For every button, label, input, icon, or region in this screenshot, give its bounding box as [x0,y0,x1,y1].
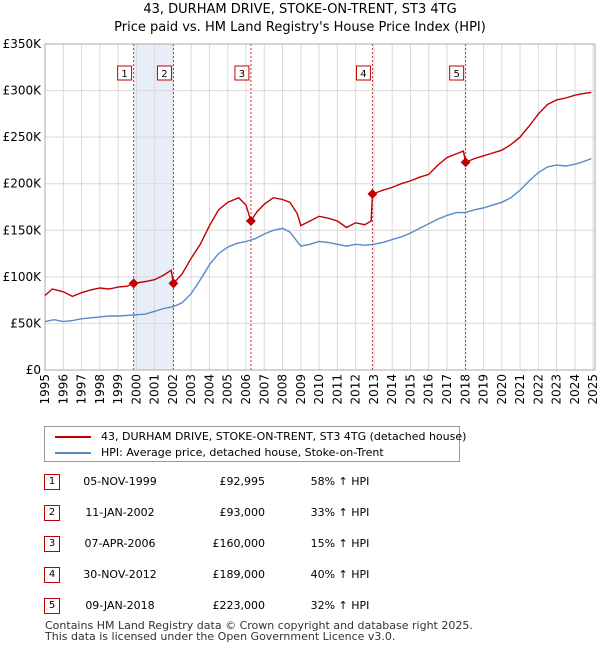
sale-hpi-change: 33% ↑ HPI [310,506,370,519]
sale-hpi-change: 15% ↑ HPI [310,537,370,550]
sale-badge: 4 [44,567,60,583]
sale-band [133,44,174,370]
x-tick-label: 2018 [458,374,472,405]
hpi-line [44,157,592,323]
property-price-line [44,91,592,298]
y-tick-label: £50K [10,316,42,330]
x-tick-label: 1997 [75,374,89,405]
sale-hpi-change: 58% ↑ HPI [310,475,370,488]
legend-swatch-property [55,436,91,438]
sale-hpi-change: 40% ↑ HPI [310,568,370,581]
x-tick-label: 2009 [294,374,308,405]
x-tick-label: 2004 [202,374,216,405]
sale-date: 05-NOV-1999 [83,475,157,488]
sale-number-label: 1 [121,69,127,80]
x-tick-label: 1996 [56,374,70,405]
sale-row: 3 07-APR-2006 £160,000 15% ↑ HPI [0,532,600,556]
sale-badge: 5 [44,598,60,614]
x-tick-label: 1998 [93,374,107,405]
sale-badge: 1 [44,474,60,490]
x-tick-label: 1995 [38,374,52,405]
price-chart: £0 £50K £100K £150K £200K £250K £300K £350K 1995… [3,37,600,405]
y-tick-label: £0 [26,363,41,377]
sale-point [168,278,179,289]
sale-point [245,216,256,226]
sale-number-box [234,65,250,81]
sale-date: 11-JAN-2002 [85,506,155,519]
x-tick-label: 2007 [257,374,271,405]
sale-hpi-change: 32% ↑ HPI [310,599,370,612]
x-tick-label: 2006 [239,374,253,405]
y-tick-label: £300K [3,84,43,98]
x-tick-label: 2020 [495,374,509,405]
y-tick-label: £200K [3,177,43,191]
x-tick-label: 2025 [586,374,600,405]
x-tick-label: 2011 [330,374,344,405]
x-tick-label: 2017 [440,374,454,405]
sale-row: 2 11-JAN-2002 £93,000 33% ↑ HPI [0,501,600,525]
footer-copyright: Contains HM Land Registry data © Crown c… [45,619,473,632]
legend-label-property: 43, DURHAM DRIVE, STOKE-ON-TRENT, ST3 4T… [101,430,467,443]
x-tick-label: 2010 [312,374,326,405]
legend: 43, DURHAM DRIVE, STOKE-ON-TRENT, ST3 4T… [44,426,466,462]
y-tick-label: £100K [3,270,43,284]
x-tick-label: 2016 [422,374,436,405]
x-tick-label: 2012 [349,374,363,405]
sale-number-box [449,65,465,81]
x-tick-label: 2014 [385,374,399,405]
sale-row: 1 05-NOV-1999 £92,995 58% ↑ HPI [0,470,600,494]
sale-point [128,278,139,289]
y-tick-label: £150K [3,223,43,237]
sale-price: £223,000 [212,599,266,612]
sale-row: 5 09-JAN-2018 £223,000 32% ↑ HPI [0,594,600,618]
sale-row: 4 30-NOV-2012 £189,000 40% ↑ HPI [0,563,600,587]
x-tick-label: 2015 [403,374,417,405]
x-tick-label: 1999 [111,374,125,405]
x-tick-label: 2002 [166,374,180,405]
x-tick-label: 2023 [550,374,564,405]
y-tick-label: £350K [3,37,43,51]
sale-number-label: 2 [161,69,167,80]
plot-frame [44,43,596,371]
footer: Contains HM Land Registry data © Crown c… [45,620,473,642]
sale-number-label: 3 [239,69,245,80]
sale-badge: 2 [44,505,60,521]
sale-price: £92,995 [219,475,266,488]
legend-swatch-hpi [55,452,91,454]
sale-number-box [117,65,133,81]
footer-licence: This data is licensed under the Open Gov… [45,630,396,643]
sale-number-label: 4 [360,69,366,80]
x-tick-label: 2019 [477,374,491,405]
sale-price: £93,000 [219,506,266,519]
x-tick-label: 2001 [148,374,162,405]
x-tick-label: 2021 [513,374,527,405]
sale-price: £160,000 [212,537,266,550]
sale-date: 09-JAN-2018 [85,599,155,612]
x-tick-label: 2024 [568,374,582,405]
sale-badge: 3 [44,536,60,552]
sale-number-box [355,65,371,81]
x-tick-label: 2003 [184,374,198,405]
chart-title: 43, DURHAM DRIVE, STOKE-ON-TRENT, ST3 4T… [143,2,457,17]
sale-price: £189,000 [212,568,266,581]
sale-date: 30-NOV-2012 [83,568,157,581]
x-tick-label: 2013 [367,374,381,405]
y-tick-label: £250K [3,130,43,144]
sale-date: 07-APR-2006 [84,537,156,550]
x-tick-label: 2000 [129,374,143,405]
sale-point [460,157,471,168]
x-tick-label: 2005 [221,374,235,405]
legend-label-hpi: HPI: Average price, detached house, Stok… [101,446,384,459]
x-tick-label: 2008 [276,374,290,405]
sale-point [367,189,378,199]
chart-subtitle: Price paid vs. HM Land Registry's House … [114,20,486,35]
sale-number-box [156,65,172,81]
x-tick-label: 2022 [531,374,545,405]
sale-number-label: 5 [453,69,459,80]
